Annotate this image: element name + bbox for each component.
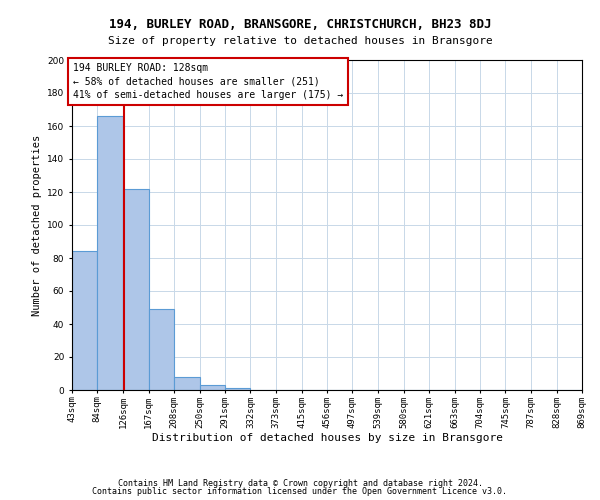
Bar: [123, 188, 149, 390]
Bar: [149, 309, 174, 390]
Text: Contains public sector information licensed under the Open Government Licence v3: Contains public sector information licen…: [92, 487, 508, 496]
Y-axis label: Number of detached properties: Number of detached properties: [32, 134, 41, 316]
Bar: [72, 252, 97, 390]
X-axis label: Distribution of detached houses by size in Bransgore: Distribution of detached houses by size …: [151, 434, 503, 444]
Bar: [174, 377, 200, 390]
Bar: [200, 385, 225, 390]
Bar: [97, 116, 123, 390]
Text: 194 BURLEY ROAD: 128sqm
← 58% of detached houses are smaller (251)
41% of semi-d: 194 BURLEY ROAD: 128sqm ← 58% of detache…: [73, 64, 343, 100]
Text: 194, BURLEY ROAD, BRANSGORE, CHRISTCHURCH, BH23 8DJ: 194, BURLEY ROAD, BRANSGORE, CHRISTCHURC…: [109, 18, 491, 30]
Bar: [225, 388, 250, 390]
Text: Contains HM Land Registry data © Crown copyright and database right 2024.: Contains HM Land Registry data © Crown c…: [118, 478, 482, 488]
Text: Size of property relative to detached houses in Bransgore: Size of property relative to detached ho…: [107, 36, 493, 46]
